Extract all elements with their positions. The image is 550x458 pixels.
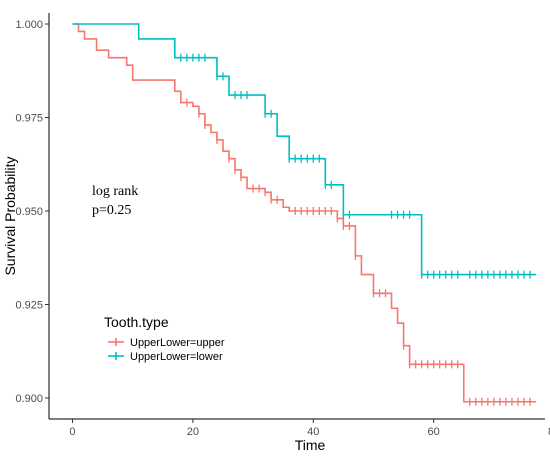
legend: Tooth.type UpperLower=upper UpperLower=l…	[104, 314, 225, 363]
legend-label-upper: UpperLower=upper	[130, 337, 225, 349]
x-tick-label: 0	[69, 426, 75, 438]
legend-key-lower	[108, 352, 124, 360]
x-tick-label: 80	[548, 426, 550, 438]
x-axis-title: Time	[295, 437, 326, 453]
x-tick-label: 40	[307, 426, 319, 438]
y-tick-label: 0.950	[15, 206, 43, 218]
y-tick-label: 0.975	[15, 113, 43, 125]
annotation-log-rank: log rank	[92, 184, 138, 199]
x-tick-label: 60	[428, 426, 440, 438]
x-ticks: 0 20 40 60 80	[69, 419, 550, 438]
survival-curve-lower	[72, 23, 537, 276]
y-ticks: 0.900 0.925 0.950 0.975 1.000	[15, 19, 49, 405]
legend-title: Tooth.type	[104, 314, 169, 330]
plot-series	[72, 23, 537, 406]
legend-key-upper	[108, 338, 124, 346]
legend-label-lower: UpperLower=lower	[130, 351, 223, 363]
y-tick-label: 1.000	[15, 19, 43, 31]
annotation-p-value: p=0.25	[92, 203, 131, 218]
x-tick-label: 20	[187, 426, 199, 438]
y-tick-label: 0.925	[15, 300, 43, 312]
y-axis-title: Survival Probability	[2, 156, 18, 275]
y-tick-label: 0.900	[15, 393, 43, 405]
